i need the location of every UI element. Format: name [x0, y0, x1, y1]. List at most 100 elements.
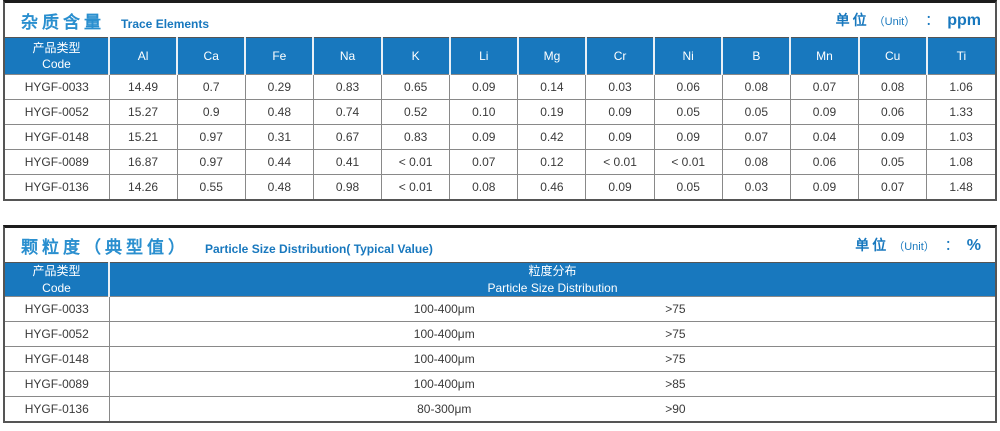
column-header-na: Na [312, 37, 382, 75]
value-cell-b: 0.05 [721, 99, 791, 125]
value-cell-cu: 0.09 [858, 124, 928, 150]
code-header-en: Code [42, 57, 71, 71]
value-cell-na: 0.67 [312, 124, 383, 150]
value-cell-fe: 0.29 [244, 74, 314, 100]
trace-elements-title-cn: 杂质含量 [21, 12, 105, 32]
value-cell-ni: 0.09 [653, 124, 723, 150]
code-cell: HYGF-0089 [5, 149, 110, 175]
table-row: HYGF-0136 14.26 0.55 0.48 0.98 < 0.01 0.08 0.46… [5, 174, 995, 199]
particle-size-table: 产品类型 Code 粒度分布 Particle Size Distributio… [5, 262, 995, 421]
code-header-en: Code [42, 280, 71, 295]
value-cell-cu: 0.08 [858, 74, 928, 100]
value-cell-b: 0.03 [721, 174, 791, 199]
value-cell-k: < 0.01 [381, 149, 451, 175]
particle-size-title-en: Particle Size Distribution( Typical Valu… [205, 241, 433, 256]
value-cell-mn: 0.06 [789, 149, 860, 175]
value-cell-na: 0.41 [312, 149, 383, 175]
code-cell: HYGF-0136 [5, 396, 110, 421]
value-cell-na: 0.98 [312, 174, 383, 199]
trace-elements-title-bar: 杂质含量 Trace Elements 单位 （Unit） ： ppm [5, 3, 995, 37]
trace-elements-table: 产品类型 Code Al Ca Fe Na K Li Mg Cr Ni B Mn Cu Ti HYGF-… [5, 37, 995, 199]
value-cell-mn: 0.07 [789, 74, 860, 100]
value-cell-ti: 1.06 [926, 74, 995, 100]
value-cell-mn: 0.09 [789, 174, 860, 199]
distribution-cell: 100-400μm >75 [108, 296, 996, 322]
column-header-cr: Cr [584, 37, 655, 75]
size-range: 100-400μm [413, 377, 475, 391]
value-cell-mg: 0.42 [517, 124, 587, 150]
unit-label-en: （Unit） [893, 241, 935, 253]
percent-value: >75 [665, 327, 686, 341]
value-cell-li: 0.09 [449, 74, 519, 100]
column-header-al: Al [107, 37, 178, 75]
table-row: HYGF-0052 100-400μm >75 [5, 321, 995, 347]
value-cell-k: 0.65 [381, 74, 451, 100]
value-cell-na: 0.74 [312, 99, 383, 125]
value-cell-ti: 1.03 [926, 124, 995, 150]
distribution-cell: 100-400μm >85 [108, 371, 995, 397]
value-cell-cr: 0.09 [585, 99, 655, 125]
size-range: 100-400μm [413, 302, 475, 316]
code-cell: HYGF-0052 [5, 99, 110, 125]
column-header-ni: Ni [653, 37, 723, 75]
particle-size-titles: 颗粒度（典型值） Particle Size Distribution( Typ… [21, 233, 433, 258]
particle-size-section: 颗粒度（典型值） Particle Size Distribution( Typ… [3, 225, 997, 423]
size-range: 100-400μm [413, 327, 475, 341]
value-cell-k: < 0.01 [381, 174, 451, 199]
value-cell-ni: 0.05 [653, 174, 723, 199]
value-cell-cr: 0.09 [585, 174, 655, 199]
value-cell-al: 14.49 [108, 74, 178, 100]
table-row: HYGF-0089 16.87 0.97 0.44 0.41 < 0.01 0.07 0.12… [5, 149, 995, 175]
percent-value: >90 [665, 402, 686, 416]
value-cell-li: 0.08 [449, 174, 519, 199]
value-cell-li: 0.10 [449, 99, 519, 125]
value-cell-cr: 0.09 [585, 124, 655, 150]
value-cell-fe: 0.44 [244, 149, 314, 175]
distribution-cell: 100-400μm >75 [108, 346, 995, 372]
value-cell-ca: 0.9 [176, 99, 246, 125]
value-cell-cr: < 0.01 [585, 149, 655, 175]
distribution-header-en: Particle Size Distribution [487, 280, 618, 295]
value-cell-ni: 0.05 [653, 99, 723, 125]
particle-size-unit: 单位 （Unit） ： % [855, 235, 981, 255]
percent-value: >85 [665, 377, 686, 391]
value-cell-li: 0.07 [449, 149, 519, 175]
code-column-header: 产品类型 Code [5, 37, 109, 75]
value-cell-mg: 0.46 [517, 174, 587, 199]
particle-size-title-cn: 颗粒度（典型值） [21, 237, 189, 257]
table-row: HYGF-0148 100-400μm >75 [5, 346, 995, 372]
distribution-values: 100-400μm >75 [110, 302, 996, 316]
unit-colon: ： [925, 12, 940, 28]
value-cell-ti: 1.08 [926, 149, 995, 175]
particle-size-header-row: 产品类型 Code 粒度分布 Particle Size Distributio… [5, 262, 995, 297]
value-cell-na: 0.83 [312, 74, 383, 100]
value-cell-mg: 0.12 [517, 149, 587, 175]
value-cell-cu: 0.07 [858, 174, 928, 199]
value-cell-ti: 1.33 [926, 99, 995, 125]
trace-elements-titles: 杂质含量 Trace Elements [21, 8, 209, 33]
percent-value: >75 [665, 352, 686, 366]
value-cell-mg: 0.14 [517, 74, 587, 100]
column-header-k: K [380, 37, 450, 75]
code-cell: HYGF-0033 [5, 74, 110, 100]
value-cell-ca: 0.55 [176, 174, 246, 199]
trace-elements-section: 杂质含量 Trace Elements 单位 （Unit） ： ppm 产品类型… [3, 0, 997, 201]
value-cell-ca: 0.97 [176, 149, 246, 175]
value-cell-k: 0.83 [381, 124, 451, 150]
value-cell-al: 15.27 [108, 99, 178, 125]
unit-label-cn: 单位 [855, 237, 890, 253]
value-cell-mn: 0.09 [789, 99, 860, 125]
value-cell-fe: 0.31 [244, 124, 314, 150]
column-header-li: Li [448, 37, 518, 75]
code-cell: HYGF-0052 [5, 321, 110, 347]
table-row: HYGF-0033 100-400μm >75 [5, 296, 996, 322]
column-header-ti: Ti [925, 37, 995, 75]
column-header-fe: Fe [244, 37, 314, 75]
column-header-mn: Mn [789, 37, 859, 75]
value-cell-li: 0.09 [449, 124, 519, 150]
code-column-header: 产品类型 Code [5, 262, 109, 297]
code-cell: HYGF-0089 [5, 371, 110, 397]
size-range: 100-400μm [413, 352, 475, 366]
code-cell: HYGF-0148 [5, 346, 110, 372]
